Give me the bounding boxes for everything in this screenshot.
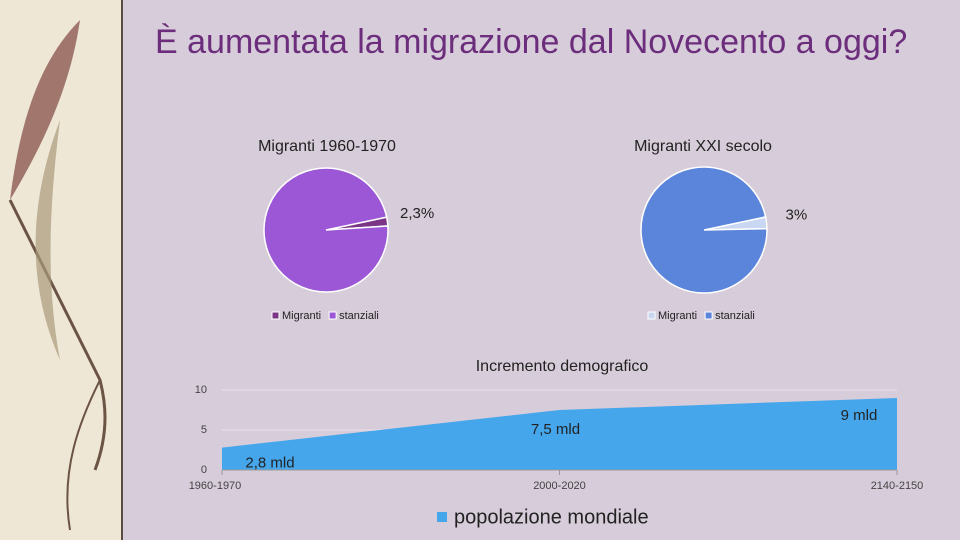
data-label: 2,8 mld bbox=[245, 455, 294, 472]
decor-stem bbox=[8, 199, 107, 471]
chart-title: Incremento demografico bbox=[476, 358, 649, 375]
decor-leaf bbox=[10, 20, 80, 200]
legend-swatch bbox=[647, 311, 656, 320]
legend-swatch bbox=[271, 311, 280, 320]
x-tick-label: 1960-1970 bbox=[189, 480, 242, 492]
data-label: 3% bbox=[786, 206, 808, 223]
data-label: 7,5 mld bbox=[531, 421, 580, 438]
legend-label: stanziali bbox=[715, 310, 755, 322]
slide-title: È aumentata la migrazione dal Novecento … bbox=[155, 23, 908, 61]
chart-title: Migranti 1960-1970 bbox=[258, 138, 396, 155]
pie-slice bbox=[263, 167, 389, 293]
legend-swatch bbox=[437, 512, 447, 522]
data-label: 9 mld bbox=[841, 407, 878, 424]
data-label: 2,3% bbox=[400, 205, 434, 222]
area bbox=[222, 398, 897, 470]
y-tick-label: 0 bbox=[201, 464, 207, 476]
x-tick-label: 2000-2020 bbox=[533, 480, 586, 492]
pie-slice bbox=[640, 166, 768, 294]
decor-stem bbox=[66, 379, 101, 531]
chart-title: Migranti XXI secolo bbox=[634, 138, 772, 155]
legend-swatch bbox=[328, 311, 337, 320]
legend-label: popolazione mondiale bbox=[454, 506, 649, 528]
x-tick-label: 2140-2150 bbox=[871, 480, 924, 492]
legend-label: Migranti bbox=[658, 310, 697, 322]
decor-leaf bbox=[35, 120, 60, 360]
legend-label: Migranti bbox=[282, 310, 321, 322]
y-tick-label: 5 bbox=[201, 424, 207, 436]
y-tick-label: 10 bbox=[195, 384, 207, 396]
legend-label: stanziali bbox=[339, 310, 379, 322]
title-box: È aumentata la migrazione dal Novecento … bbox=[155, 23, 908, 61]
legend-swatch bbox=[704, 311, 713, 320]
